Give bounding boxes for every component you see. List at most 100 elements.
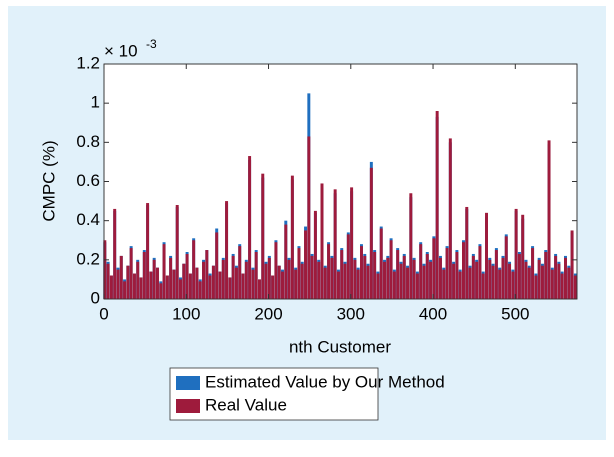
bar bbox=[527, 267, 531, 299]
bar bbox=[557, 263, 561, 299]
bar bbox=[113, 208, 117, 299]
bar bbox=[152, 259, 156, 299]
bar bbox=[359, 246, 363, 299]
bar bbox=[392, 271, 396, 299]
bar bbox=[517, 253, 521, 299]
bar bbox=[409, 193, 413, 299]
bar bbox=[323, 267, 327, 299]
x-axis-label: nth Customer bbox=[289, 337, 391, 356]
bar bbox=[208, 275, 212, 299]
bar bbox=[307, 136, 311, 299]
y-axis-label: CMPC (%) bbox=[39, 140, 58, 221]
bar bbox=[458, 271, 462, 299]
y-multiplier: × 10 bbox=[104, 41, 138, 60]
bar bbox=[564, 257, 567, 299]
legend-label: Estimated Value by Our Method bbox=[205, 372, 445, 391]
bar bbox=[438, 257, 442, 299]
bar bbox=[192, 240, 196, 299]
bar bbox=[550, 269, 554, 299]
bar bbox=[498, 269, 502, 299]
bar bbox=[346, 234, 350, 299]
bar bbox=[165, 275, 169, 299]
bar bbox=[383, 261, 386, 299]
bar bbox=[109, 275, 113, 299]
bar bbox=[455, 252, 459, 299]
y-tick-label: 0.4 bbox=[76, 210, 100, 229]
bar bbox=[119, 255, 123, 299]
y-tick-label: 0.8 bbox=[76, 132, 100, 151]
bar bbox=[333, 189, 337, 299]
bar bbox=[300, 263, 304, 299]
x-tick-label: 0 bbox=[99, 304, 108, 323]
x-tick-label: 100 bbox=[172, 304, 200, 323]
bar bbox=[570, 230, 574, 299]
bar bbox=[169, 257, 173, 299]
bar bbox=[106, 263, 110, 299]
bar bbox=[211, 265, 215, 299]
bar bbox=[508, 263, 512, 299]
bar bbox=[373, 252, 377, 299]
bar bbox=[146, 203, 150, 299]
y-tick-label: 1.2 bbox=[76, 53, 100, 72]
bar bbox=[514, 208, 518, 299]
legend-swatch bbox=[176, 376, 200, 390]
bar bbox=[573, 275, 577, 299]
bar bbox=[376, 273, 380, 299]
bar bbox=[353, 259, 357, 299]
bar bbox=[485, 212, 488, 299]
bar bbox=[310, 255, 314, 299]
bar bbox=[386, 257, 390, 299]
bar bbox=[481, 273, 485, 299]
bar bbox=[317, 261, 321, 299]
bar bbox=[277, 265, 281, 299]
bar bbox=[363, 255, 367, 299]
bar bbox=[234, 267, 238, 299]
bar bbox=[231, 255, 235, 299]
bar bbox=[366, 265, 370, 299]
bar bbox=[221, 259, 225, 299]
x-tick-label: 500 bbox=[501, 304, 529, 323]
bar bbox=[429, 261, 433, 299]
bar bbox=[422, 265, 426, 299]
bar bbox=[412, 259, 416, 299]
bar bbox=[524, 261, 528, 299]
bar bbox=[494, 250, 498, 299]
bar bbox=[432, 238, 436, 299]
bar bbox=[488, 259, 492, 299]
y-tick-label: 1 bbox=[91, 93, 100, 112]
bar bbox=[547, 140, 551, 299]
bar bbox=[425, 253, 429, 299]
bar bbox=[304, 230, 308, 299]
bar bbox=[560, 273, 564, 299]
bar bbox=[448, 138, 452, 299]
bar bbox=[419, 244, 423, 299]
bar bbox=[284, 224, 288, 299]
bar bbox=[461, 242, 465, 299]
bar bbox=[356, 269, 360, 299]
bar bbox=[435, 111, 439, 299]
bar bbox=[215, 232, 219, 299]
bar bbox=[149, 271, 153, 299]
bar bbox=[139, 277, 143, 299]
bar bbox=[537, 259, 541, 299]
bar bbox=[195, 267, 199, 299]
bar bbox=[540, 265, 544, 299]
bar bbox=[294, 269, 298, 299]
bar bbox=[281, 271, 284, 299]
bar bbox=[521, 214, 525, 299]
bar bbox=[350, 187, 354, 299]
bar bbox=[445, 248, 449, 299]
bar bbox=[402, 255, 406, 299]
bar bbox=[267, 257, 271, 299]
bar bbox=[491, 265, 495, 299]
bar bbox=[554, 255, 558, 299]
bar bbox=[327, 244, 331, 299]
bar bbox=[468, 267, 472, 299]
bar bbox=[142, 252, 146, 299]
bar bbox=[254, 252, 258, 299]
bar bbox=[218, 271, 222, 299]
bar bbox=[126, 265, 130, 299]
legend-label: Real Value bbox=[205, 395, 287, 414]
bar bbox=[198, 281, 202, 299]
